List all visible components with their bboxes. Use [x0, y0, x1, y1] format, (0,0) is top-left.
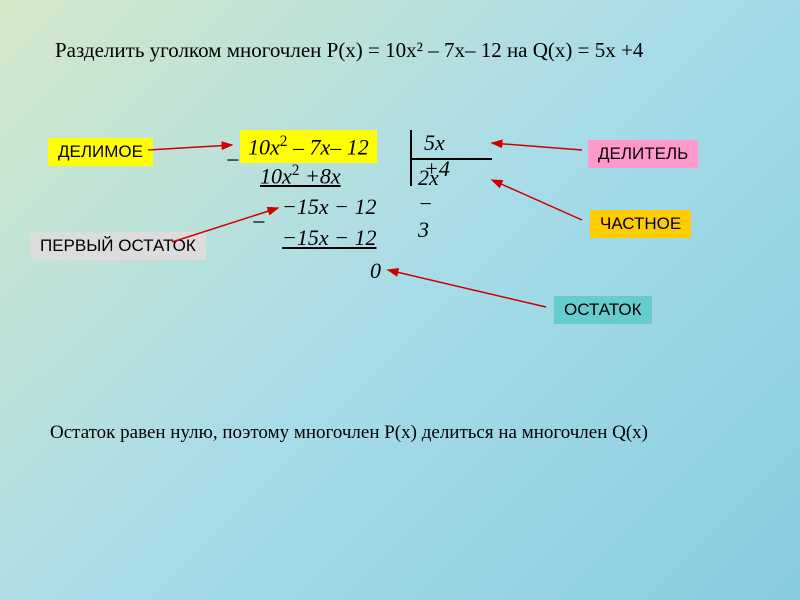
partial-remainder-1: −15x − 12	[282, 194, 376, 220]
dividend-expression: 10x2 – 7x– 12	[240, 130, 377, 163]
dividend-label: ДЕЛИМОЕ	[48, 138, 153, 166]
page-title: Разделить уголком многочлен P(x) = 10x² …	[55, 38, 643, 63]
conclusion-text: Остаток равен нулю, поэтому многочлен P(…	[50, 422, 648, 444]
subtrahend-1: 10x2 +8x	[260, 162, 341, 189]
quotient-expression: 2x − 3	[418, 165, 439, 243]
minus-sign-1: −	[226, 148, 240, 175]
long-division: 10x2 – 7x– 12 5x +4 − 10x2 +8x 2x − 3 −1…	[240, 130, 377, 163]
minus-sign-2: −	[252, 210, 266, 237]
first-remainder-label: ПЕРВЫЙ ОСТАТОК	[30, 232, 206, 260]
final-remainder: 0	[370, 258, 381, 284]
divisor-label: ДЕЛИТЕЛЬ	[588, 140, 698, 168]
subtrahend-2: −15x − 12	[282, 225, 376, 251]
arrow-overlay	[0, 0, 800, 600]
remainder-label: ОСТАТОК	[554, 296, 652, 324]
quotient-label: ЧАСТНОЕ	[590, 210, 691, 238]
